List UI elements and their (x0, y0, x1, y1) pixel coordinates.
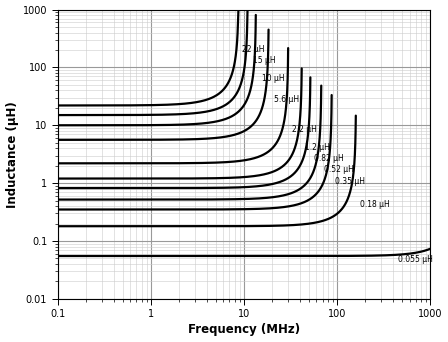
X-axis label: Frequency (MHz): Frequency (MHz) (188, 324, 300, 337)
Text: 0.055 μH: 0.055 μH (398, 255, 433, 264)
Text: 15 μH: 15 μH (253, 56, 276, 65)
Text: 0.52 μH: 0.52 μH (324, 165, 354, 174)
Text: 10 μH: 10 μH (262, 74, 284, 83)
Text: 0.18 μH: 0.18 μH (360, 200, 389, 209)
Text: 2.2 μH: 2.2 μH (292, 125, 317, 134)
Text: 0.35 μH: 0.35 μH (335, 177, 365, 186)
Text: 1.2 μH: 1.2 μH (305, 143, 330, 152)
Text: 22 μH: 22 μH (242, 45, 264, 54)
Text: 5.6 μH: 5.6 μH (274, 95, 299, 104)
Y-axis label: Inductance (μH): Inductance (μH) (5, 101, 18, 208)
Text: 0.82 μH: 0.82 μH (314, 154, 343, 163)
